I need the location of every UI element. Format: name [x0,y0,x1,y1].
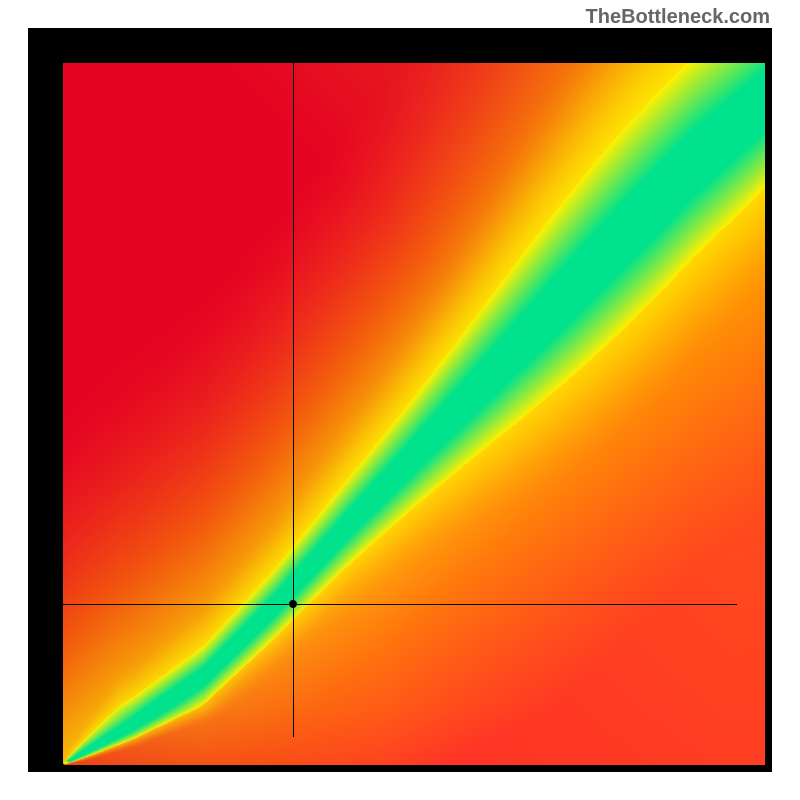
watermark-text: TheBottleneck.com [586,6,770,29]
chart-container: TheBottleneck.com [0,0,800,800]
crosshair-vertical [293,35,294,737]
bottleneck-heatmap [63,63,765,765]
chart-frame [28,28,772,772]
crosshair-horizontal [35,604,737,605]
data-point-marker [289,600,297,608]
